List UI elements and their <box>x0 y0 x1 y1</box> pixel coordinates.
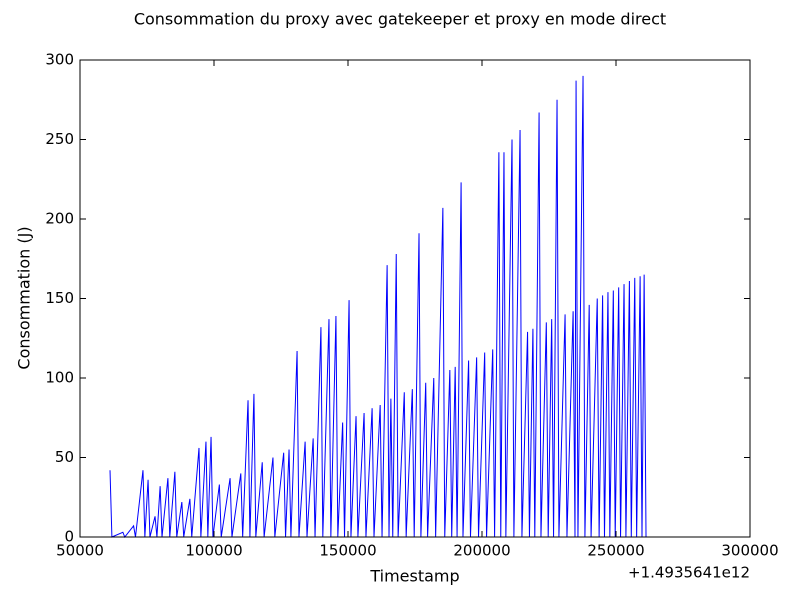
y-tick-label: 100 <box>45 369 74 387</box>
x-offset-text: +1.4935641e12 <box>628 564 750 582</box>
y-tick-label: 150 <box>45 289 74 307</box>
x-tick-label: 250000 <box>587 542 644 560</box>
y-tick-label: 50 <box>55 448 74 466</box>
y-tick-label: 300 <box>45 51 74 69</box>
x-tick-label: 100000 <box>185 542 242 560</box>
x-tick-label: 150000 <box>319 542 376 560</box>
data-line <box>109 75 647 538</box>
y-axis-label: Consommation (J) <box>15 226 34 369</box>
x-tick-label: 200000 <box>453 542 510 560</box>
x-tick-label: 50000 <box>56 542 104 560</box>
y-tick-label: 250 <box>45 130 74 148</box>
chart-title: Consommation du proxy avec gatekeeper et… <box>134 10 666 29</box>
x-axis-label: Timestamp <box>369 567 459 586</box>
x-tick-label: 300000 <box>721 542 778 560</box>
y-tick-label: 200 <box>45 210 74 228</box>
y-tick-label: 0 <box>64 528 74 546</box>
